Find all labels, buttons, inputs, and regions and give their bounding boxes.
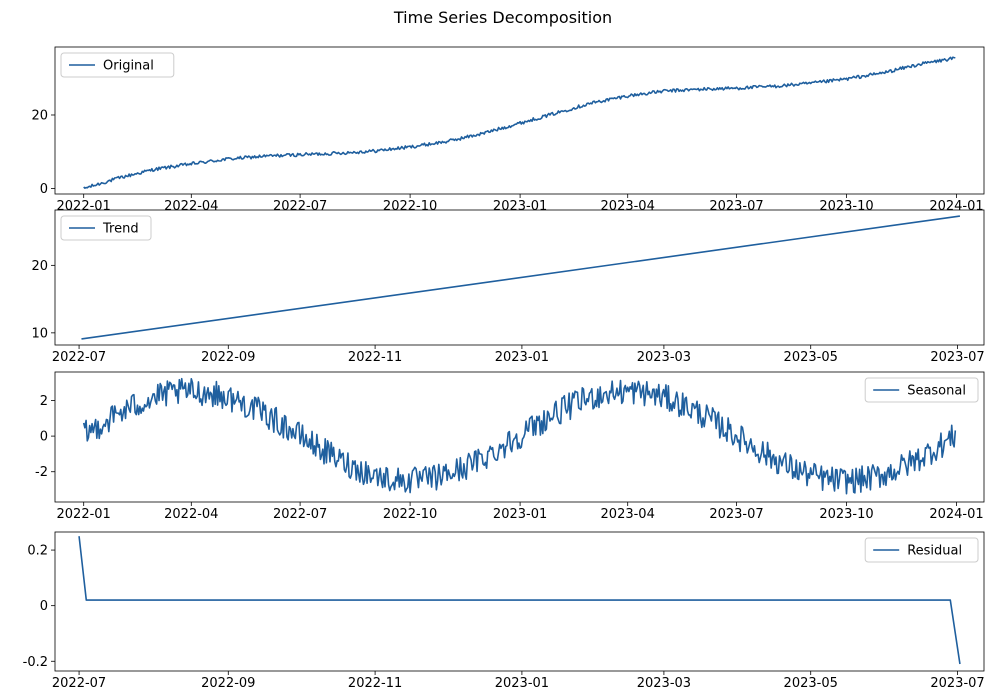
x-tick-label: 2022-07 [52,350,106,365]
x-tick-label: 2024-01 [929,199,983,214]
series-line-residual [78,536,961,665]
legend-box [60,215,152,241]
panel-2: 2022-07 2022-09 2022-11 2023-01 2023-03 2023-… [31,209,985,365]
x-tick-label: 2022-09 [201,350,255,365]
y-tick-label: 20 [31,108,48,123]
axes-frame [54,531,985,672]
x-tick-label: 2022-11 [348,350,402,365]
y-tick-label: 0 [40,430,48,445]
x-tick-label: 2023-10 [819,199,873,214]
x-tick-label: 2023-01 [495,350,549,365]
x-tick-label: 2023-07 [930,676,984,691]
legend-box [60,52,175,78]
series-line-original [83,56,956,189]
x-tick-label: 2023-04 [601,199,655,214]
x-tick-label: 2023-01 [493,507,547,522]
x-tick-label: 2022-07 [52,676,106,691]
x-tick-label: 2023-07 [709,199,763,214]
x-tick-label: 2022-11 [348,676,402,691]
x-tick-label: 2022-01 [57,507,111,522]
y-tick-label: 0.2 [27,544,48,559]
legend-box [864,377,979,403]
x-tick-label: 2023-03 [637,676,691,691]
panel-4: 2022-07 2022-09 2022-11 2023-01 2023-03 2023-… [23,531,985,691]
x-tick-label: 2022-04 [164,199,218,214]
x-tick-label: 2022-04 [164,507,218,522]
y-tick-label: 10 [31,326,48,341]
legend: Residual [864,537,979,563]
x-tick-label: 2022-10 [383,507,437,522]
legend-label: Trend [102,222,139,237]
panel-3: 2022-01 2022-04 2022-07 2022-10 2023-01 2023-… [35,371,985,522]
x-tick-label: 2023-10 [819,507,873,522]
figure-title: Time Series Decomposition [393,8,612,27]
axes-frame [54,46,985,195]
y-tick-label: -0.2 [23,655,48,670]
x-tick-label: 2022-09 [201,676,255,691]
x-tick-label: 2024-01 [929,507,983,522]
axes-frame [54,209,985,346]
legend-label: Seasonal [907,384,966,399]
x-tick-label: 2023-03 [637,350,691,365]
y-tick-label: -2 [35,465,48,480]
legend-box [864,537,979,563]
x-tick-label: 2022-10 [383,199,437,214]
legend: Seasonal [864,377,979,403]
y-tick-label: 20 [31,259,48,274]
x-tick-label: 2023-01 [493,199,547,214]
axes-frame [54,371,985,503]
x-tick-label: 2022-01 [57,199,111,214]
y-tick-label: 0 [40,182,48,197]
x-tick-label: 2022-07 [273,507,327,522]
x-tick-label: 2023-01 [495,676,549,691]
y-tick-label: 0 [40,599,48,614]
x-tick-label: 2023-04 [601,507,655,522]
x-tick-label: 2023-07 [930,350,984,365]
y-tick-label: 2 [40,394,48,409]
x-tick-label: 2023-05 [784,676,838,691]
legend: Original [60,52,175,78]
x-tick-label: 2022-07 [273,199,327,214]
legend: Trend [60,215,152,241]
series-line-seasonal [82,377,957,495]
x-tick-label: 2023-07 [709,507,763,522]
legend-label: Residual [907,544,962,559]
series-line-trend [81,215,961,340]
legend-label: Original [103,59,154,74]
x-tick-label: 2023-05 [784,350,838,365]
